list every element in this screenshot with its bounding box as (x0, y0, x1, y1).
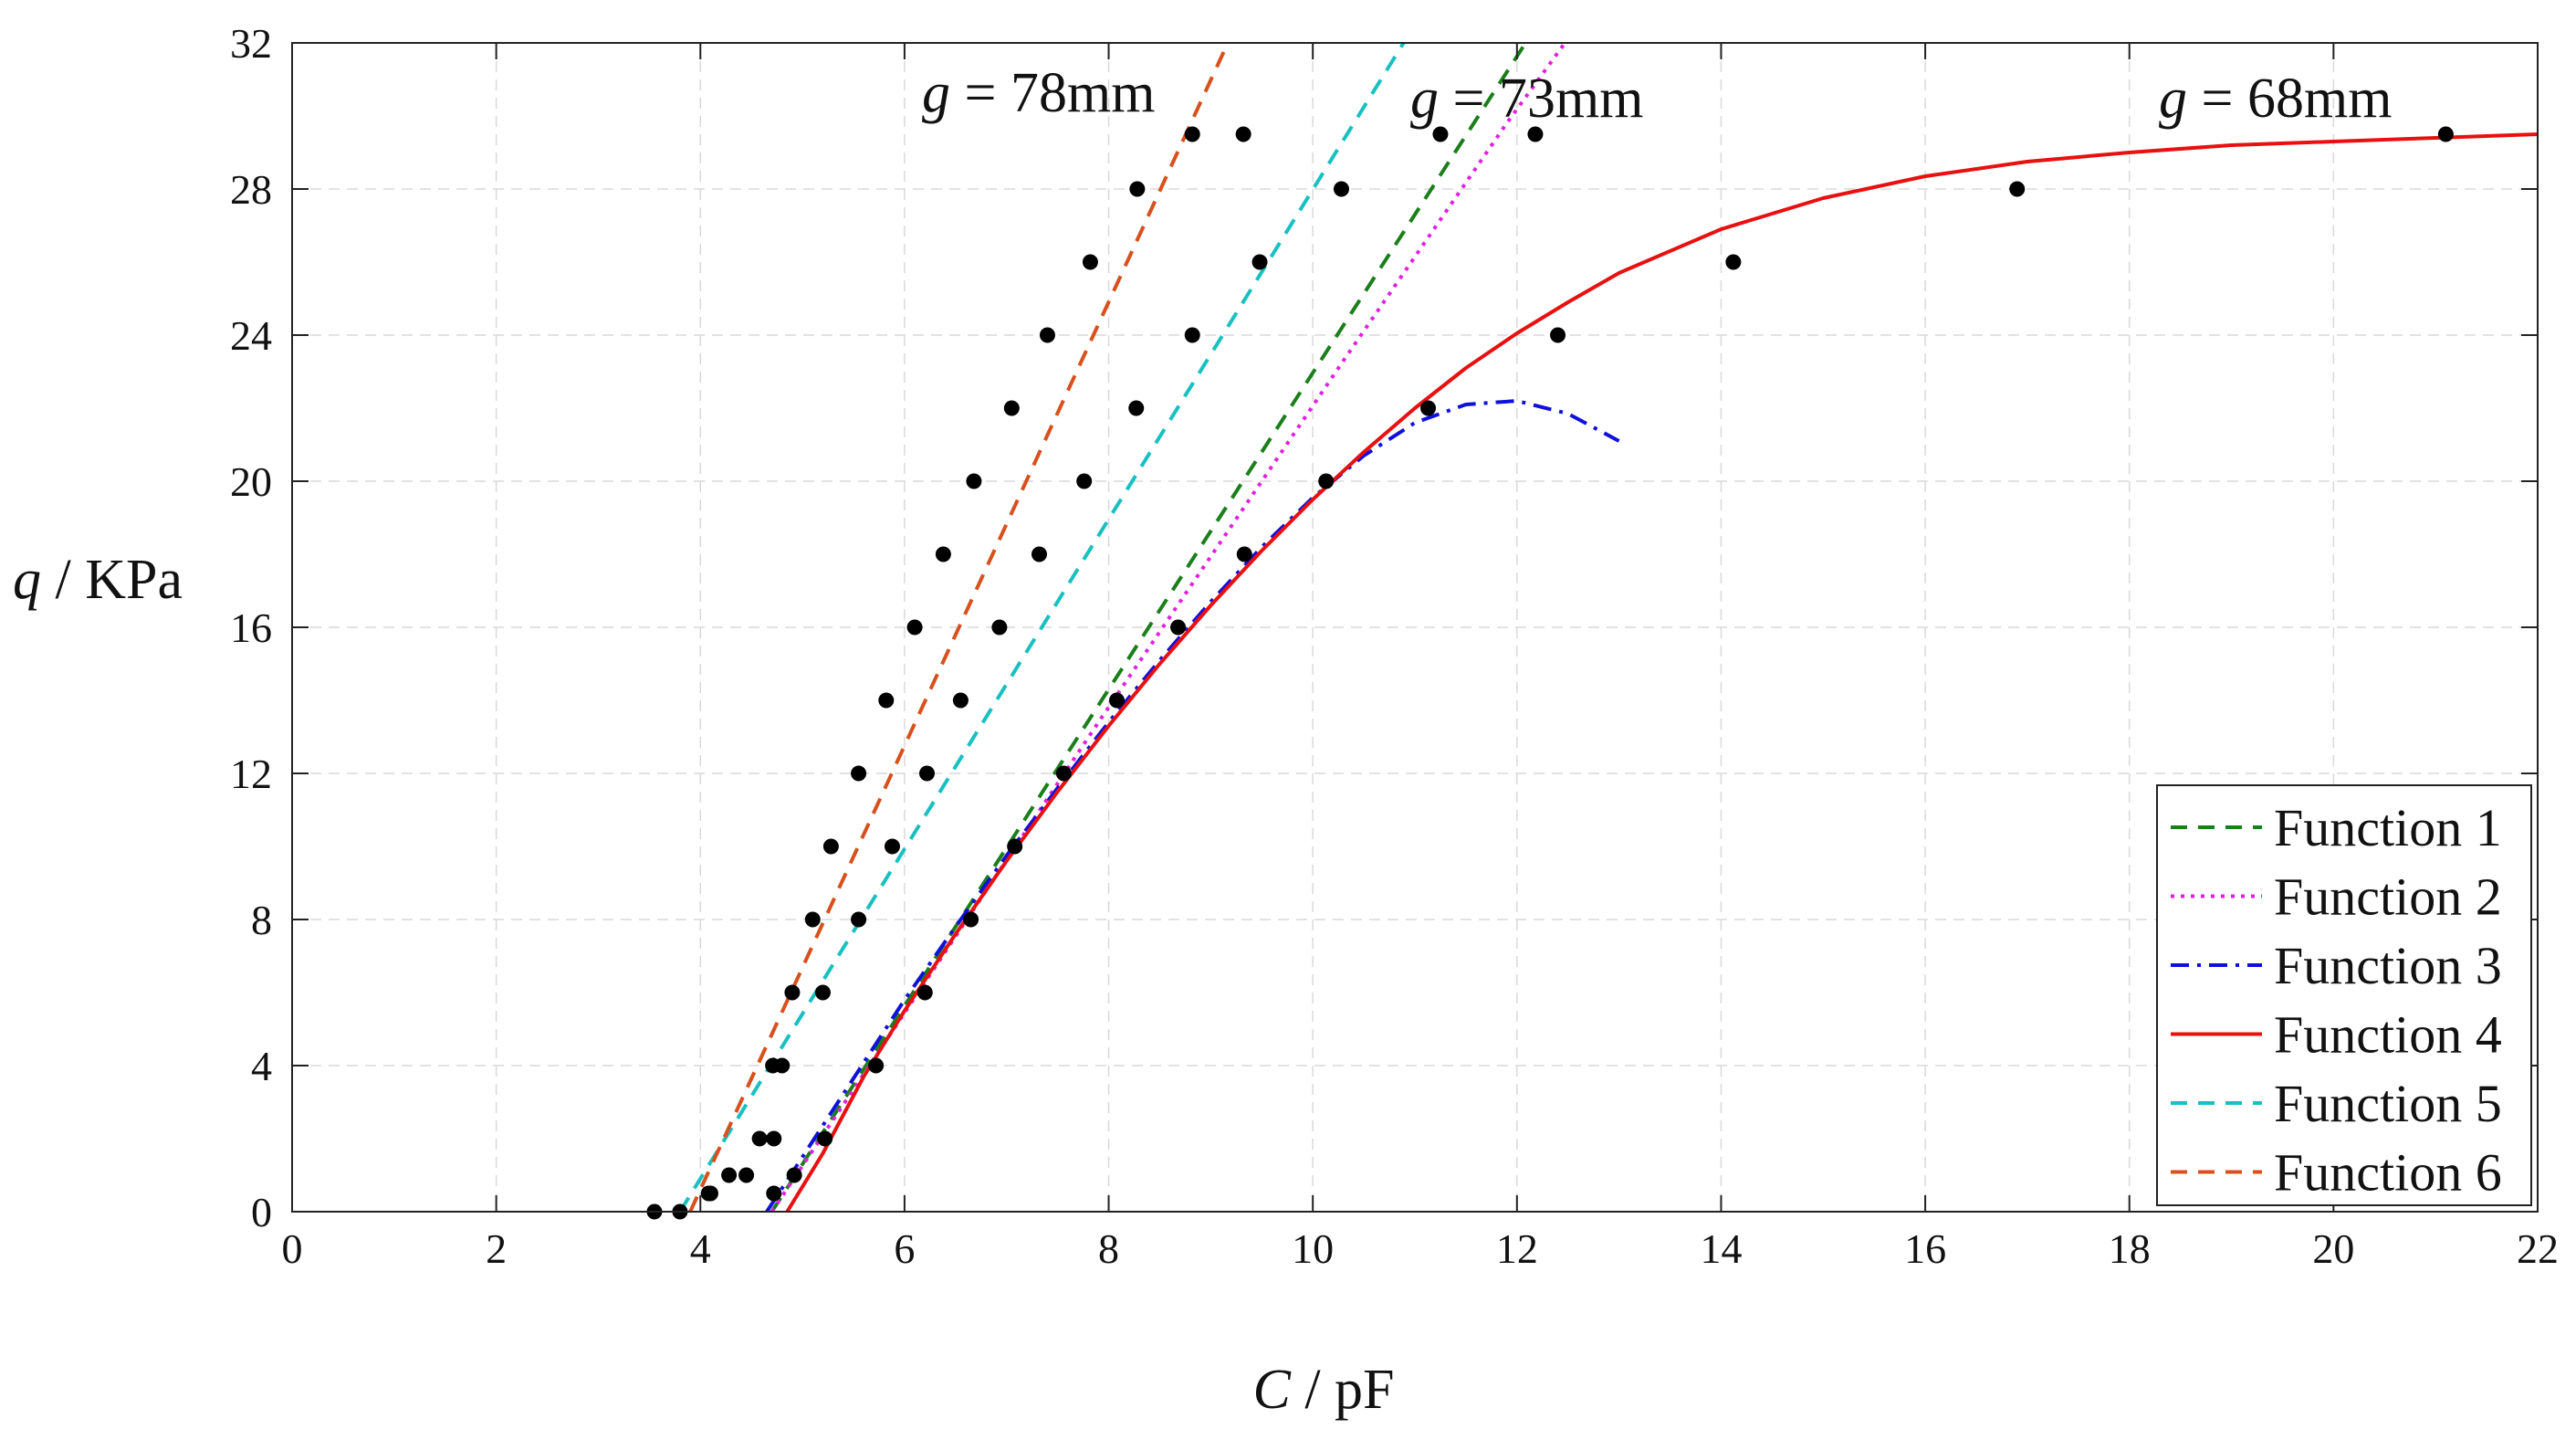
series-line-function-5 (678, 43, 1406, 1212)
legend-label: Function 2 (2274, 867, 2502, 927)
series-line-function-1 (770, 43, 1528, 1212)
data-point (804, 911, 821, 928)
y-axis-label: q / KPa (13, 549, 183, 611)
data-point (786, 1167, 802, 1183)
x-tick-label: 12 (1496, 1225, 1538, 1272)
data-point (966, 473, 982, 489)
data-point (919, 765, 936, 782)
y-tick-label: 20 (230, 458, 272, 505)
data-point (1236, 546, 1252, 562)
legend-label: Function 3 (2274, 936, 2502, 995)
data-point (784, 984, 801, 1001)
y-tick-label: 0 (251, 1189, 272, 1235)
annotation-g73: g = 73mm (1410, 68, 1643, 130)
data-point (817, 1130, 833, 1147)
data-point (1170, 619, 1187, 636)
data-point (822, 838, 839, 855)
x-tick-label: 22 (2517, 1225, 2559, 1272)
grid (292, 43, 2538, 1212)
series-line-function-2 (770, 43, 1567, 1212)
legend: Function 1 Function 2 Function 3 Function 4… (2156, 784, 2532, 1206)
series-line-function-3 (765, 399, 1620, 1212)
y-tick-label: 24 (230, 312, 272, 359)
data-point (1128, 400, 1145, 416)
x-tick-label: 20 (2312, 1225, 2354, 1272)
x-tick-label: 18 (2109, 1225, 2151, 1272)
x-tick-label: 16 (1904, 1225, 1946, 1272)
y-tick-label: 16 (230, 604, 272, 651)
x-tick-label: 6 (894, 1225, 915, 1272)
legend-label: Function 5 (2274, 1074, 2502, 1133)
data-point (2009, 181, 2026, 197)
data-point (1420, 400, 1437, 416)
data-point (963, 911, 979, 928)
data-point (2437, 126, 2454, 142)
data-point (1076, 473, 1093, 489)
legend-label: Function 4 (2274, 1005, 2502, 1065)
data-point (916, 984, 933, 1001)
x-tick-label: 0 (282, 1225, 303, 1272)
x-tick-label: 4 (690, 1225, 711, 1272)
data-point (721, 1167, 738, 1183)
data-point (851, 765, 867, 782)
data-point (702, 1185, 718, 1202)
data-point (1003, 400, 1020, 416)
y-tick-label: 12 (230, 751, 272, 797)
data-point (1055, 765, 1072, 782)
data-point (952, 692, 969, 709)
data-point (766, 1130, 782, 1147)
y-tick-label: 8 (251, 897, 272, 943)
data-point (774, 1057, 791, 1074)
data-point (1550, 327, 1566, 343)
series-points (646, 126, 2454, 1220)
data-point (814, 984, 831, 1001)
data-point (1725, 254, 1742, 270)
data-point (1318, 473, 1335, 489)
data-point (1251, 254, 1268, 270)
data-point (1333, 181, 1349, 197)
x-axis-label: C / pF (1252, 1359, 1394, 1421)
data-point (1108, 692, 1125, 709)
data-point (1432, 126, 1449, 142)
data-point (851, 911, 867, 928)
series-lines (678, 43, 2538, 1212)
x-tick-label: 8 (1098, 1225, 1119, 1272)
x-tick-label: 2 (486, 1225, 507, 1272)
data-point (884, 838, 900, 855)
legend-box (2156, 784, 2532, 1206)
data-point (868, 1057, 885, 1074)
x-tick-label: 10 (1292, 1225, 1334, 1272)
y-tick-label: 32 (230, 20, 272, 67)
data-point (1184, 126, 1200, 142)
y-tick-label: 4 (251, 1043, 272, 1089)
data-point (1039, 327, 1055, 343)
data-point (1007, 838, 1023, 855)
data-point (1129, 181, 1146, 197)
data-point (1527, 126, 1544, 142)
data-point (1082, 254, 1098, 270)
data-point (991, 619, 1008, 636)
y-tick-label: 28 (230, 166, 272, 213)
data-point (766, 1185, 782, 1202)
data-point (878, 692, 895, 709)
data-point (1184, 327, 1200, 343)
x-tick-label: 14 (1700, 1225, 1742, 1272)
legend-label: Function 6 (2274, 1143, 2502, 1203)
data-point (935, 546, 951, 562)
annotation-g78: g = 78mm (922, 62, 1155, 124)
legend-label: Function 1 (2274, 798, 2502, 857)
data-point (738, 1167, 755, 1183)
data-point (1031, 546, 1048, 562)
data-point (1235, 126, 1251, 142)
annotation-g68: g = 68mm (2159, 68, 2392, 130)
series-line-function-4 (785, 132, 2538, 1212)
data-point (751, 1130, 768, 1147)
data-point (906, 619, 923, 636)
